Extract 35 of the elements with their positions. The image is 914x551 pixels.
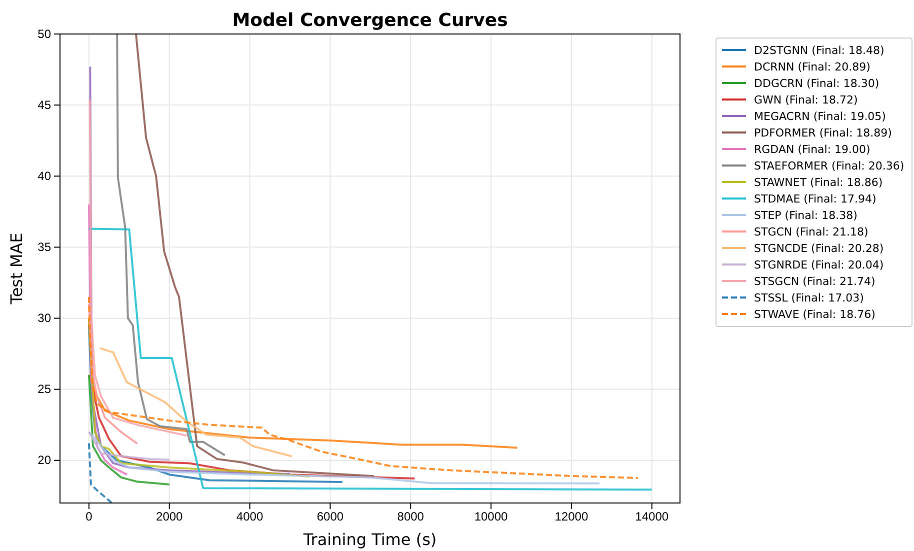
legend-label: D2STGNN (Final: 18.48) xyxy=(754,44,884,57)
legend-label: STSGCN (Final: 21.74) xyxy=(754,275,876,288)
y-tick-label: 20 xyxy=(38,453,52,468)
y-tick-label: 45 xyxy=(38,98,52,112)
legend-label: STGCN (Final: 21.18) xyxy=(754,226,868,238)
x-tick-label: 6000 xyxy=(316,510,344,524)
x-tick-label: 2000 xyxy=(156,510,184,524)
legend-label: GWN (Final: 18.72) xyxy=(754,94,858,106)
y-tick-label: 30 xyxy=(38,311,52,326)
y-axis-title: Test MAE xyxy=(7,232,26,306)
y-tick-label: 40 xyxy=(38,168,52,183)
legend-label: DDGCRN (Final: 18.30) xyxy=(754,77,880,90)
legend-label: STEP (Final: 18.38) xyxy=(754,209,858,222)
legend-label: RGDAN (Final: 19.00) xyxy=(754,143,870,156)
legend-label: STDMAE (Final: 17.94) xyxy=(754,192,876,206)
legend-label: STGNCDE (Final: 20.28) xyxy=(754,242,884,255)
legend-label: PDFORMER (Final: 18.89) xyxy=(754,126,892,140)
x-tick-label: 4000 xyxy=(236,510,264,524)
legend-label: STGNRDE (Final: 20.04) xyxy=(754,258,884,272)
legend-label: DCRNN (Final: 20.89) xyxy=(754,60,870,74)
legend-label: STSSL (Final: 17.03) xyxy=(754,292,864,304)
x-tick-label: 12000 xyxy=(554,510,588,524)
x-tick-label: 10000 xyxy=(474,510,508,524)
legend-label: MEGACRN (Final: 19.05) xyxy=(754,110,886,123)
chart-title: Model Convergence Curves xyxy=(232,10,508,31)
x-tick-label: 0 xyxy=(86,510,93,524)
y-tick-label: 25 xyxy=(38,382,52,396)
y-tick-label: 50 xyxy=(38,26,52,41)
legend-label: STAWNET (Final: 18.86) xyxy=(754,176,883,189)
y-tick-label: 35 xyxy=(38,240,52,254)
x-tick-label: 14000 xyxy=(635,510,669,524)
x-axis-title: Training Time (s) xyxy=(302,530,437,549)
x-tick-label: 8000 xyxy=(397,510,424,524)
legend-label: STAEFORMER (Final: 20.36) xyxy=(754,160,904,172)
legend-label: STWAVE (Final: 18.76) xyxy=(754,308,876,321)
